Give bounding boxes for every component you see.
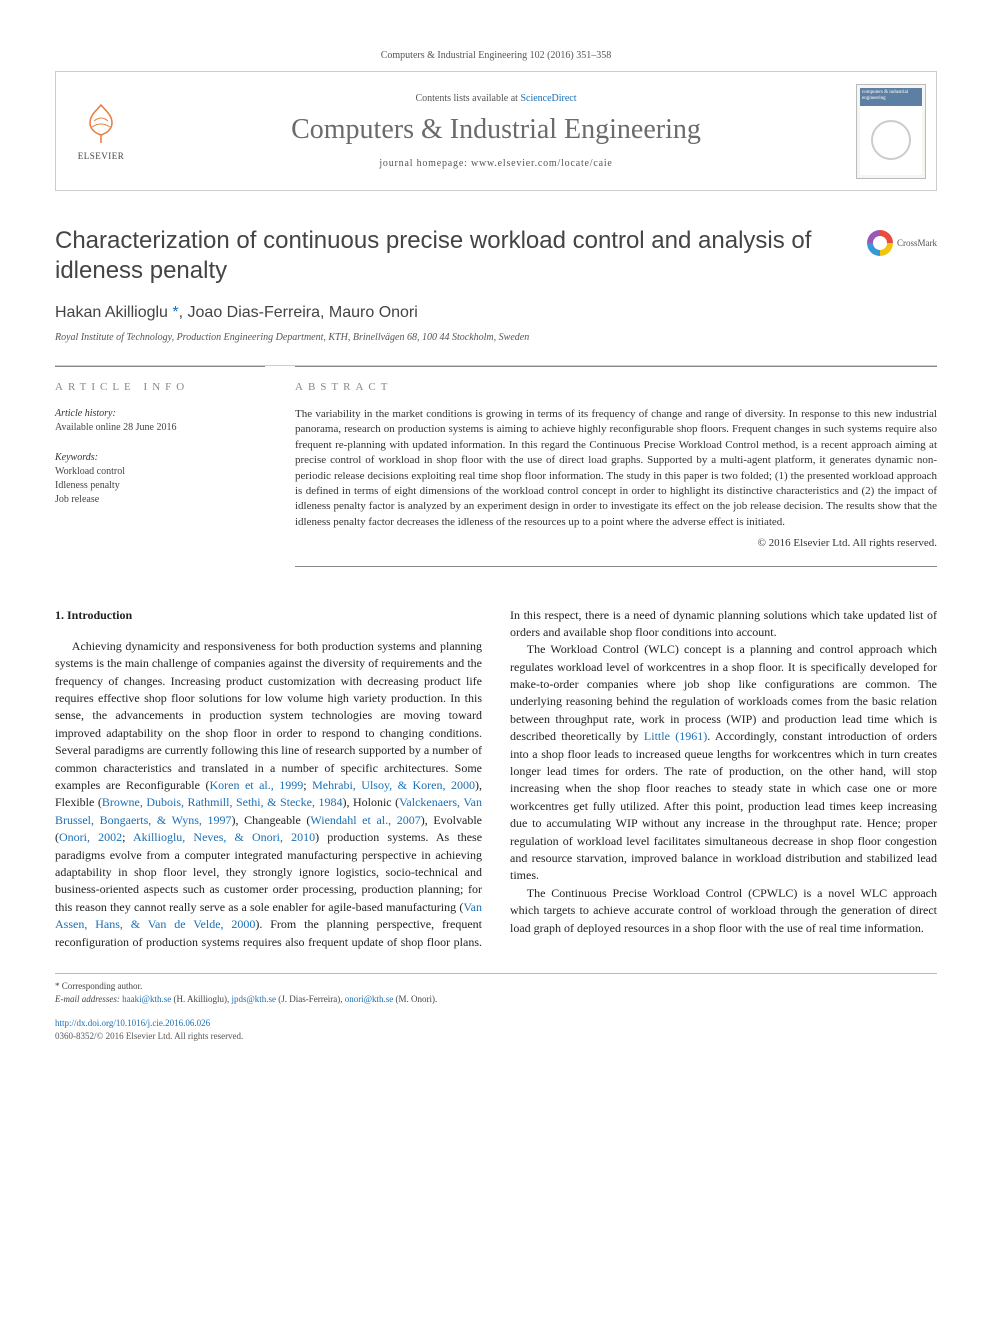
journal-title: Computers & Industrial Engineering [291, 114, 701, 146]
abstract-heading: abstract [295, 381, 937, 393]
journal-cover-cell: computers & industrial engineering [846, 72, 936, 190]
journal-cover-thumb: computers & industrial engineering [856, 84, 926, 179]
history-text: Available online 28 June 2016 [55, 421, 265, 435]
section-heading: 1. Introduction [55, 607, 482, 624]
journal-ref-text: Computers & Industrial Engineering 102 (… [381, 50, 612, 61]
ref-onori-2002[interactable]: Onori, 2002 [59, 830, 122, 844]
history-label: Article history: [55, 407, 265, 421]
keywords-label: Keywords: [55, 451, 265, 465]
authors-line: Hakan Akillioglu *, Joao Dias-Ferreira, … [55, 304, 937, 322]
cover-caption: computers & industrial engineering [860, 88, 922, 106]
header-center: Contents lists available at ScienceDirec… [146, 72, 846, 190]
corresponding-author-note: * Corresponding author. [55, 980, 937, 994]
author-rest: , Joao Dias-Ferreira, Mauro Onori [179, 304, 418, 321]
journal-homepage: journal homepage: www.elsevier.com/locat… [379, 158, 612, 169]
contents-available-line: Contents lists available at ScienceDirec… [415, 93, 576, 104]
ref-akillioglu-2010[interactable]: Akillioglu, Neves, & Onori, 2010 [133, 830, 315, 844]
affiliation: Royal Institute of Technology, Productio… [55, 332, 937, 343]
author-1: Hakan Akillioglu [55, 304, 168, 321]
article-title: Characterization of continuous precise w… [55, 226, 867, 286]
intro-para-2: The Workload Control (WLC) concept is a … [510, 641, 937, 884]
cover-body [860, 106, 922, 175]
body-columns: 1. Introduction Achieving dynamicity and… [55, 607, 937, 951]
publisher-name: ELSEVIER [78, 151, 125, 161]
email-3[interactable]: onori@kth.se [345, 994, 394, 1004]
issn-copyright: 0360-8352/© 2016 Elsevier Ltd. All right… [55, 1030, 937, 1044]
corresponding-marker[interactable]: * [168, 304, 179, 321]
keyword-2: Idleness penalty [55, 479, 265, 493]
ref-koren-1999[interactable]: Koren et al., 1999 [209, 778, 303, 792]
journal-reference-line: Computers & Industrial Engineering 102 (… [55, 50, 937, 61]
intro-para-3: The Continuous Precise Workload Control … [510, 885, 937, 937]
article-info-heading: article info [55, 381, 265, 393]
ref-little-1961[interactable]: Little (1961) [644, 729, 707, 743]
crossmark-badge[interactable]: CrossMark [867, 230, 937, 256]
elsevier-tree-icon [78, 101, 124, 147]
abstract-copyright: © 2016 Elsevier Ltd. All rights reserved… [295, 536, 937, 551]
journal-header-box: ELSEVIER Contents lists available at Sci… [55, 71, 937, 191]
email-2[interactable]: jpds@kth.se [231, 994, 276, 1004]
ref-browne-1984[interactable]: Browne, Dubois, Rathmill, Sethi, & Steck… [102, 795, 343, 809]
doi-link[interactable]: http://dx.doi.org/10.1016/j.cie.2016.06.… [55, 1018, 210, 1028]
abstract-text: The variability in the market conditions… [295, 408, 937, 528]
footnote-block: * Corresponding author. E-mail addresses… [55, 973, 937, 1044]
crossmark-icon [867, 230, 893, 256]
ref-mehrabi-2000[interactable]: Mehrabi, Ulsoy, & Koren, 2000 [312, 778, 475, 792]
keyword-1: Workload control [55, 465, 265, 479]
email-1[interactable]: haaki@kth.se [122, 994, 171, 1004]
abstract-column: abstract The variability in the market c… [295, 366, 937, 567]
cover-swirl-icon [871, 120, 911, 160]
publisher-logo-cell: ELSEVIER [56, 72, 146, 190]
article-info-column: article info Article history: Available … [55, 366, 265, 567]
email-addresses-line: E-mail addresses: haaki@kth.se (H. Akill… [55, 993, 937, 1007]
crossmark-label: CrossMark [897, 238, 937, 248]
ref-wiendahl-2007[interactable]: Wiendahl et al., 2007 [310, 813, 420, 827]
keyword-3: Job release [55, 493, 265, 507]
sciencedirect-link[interactable]: ScienceDirect [520, 93, 576, 104]
